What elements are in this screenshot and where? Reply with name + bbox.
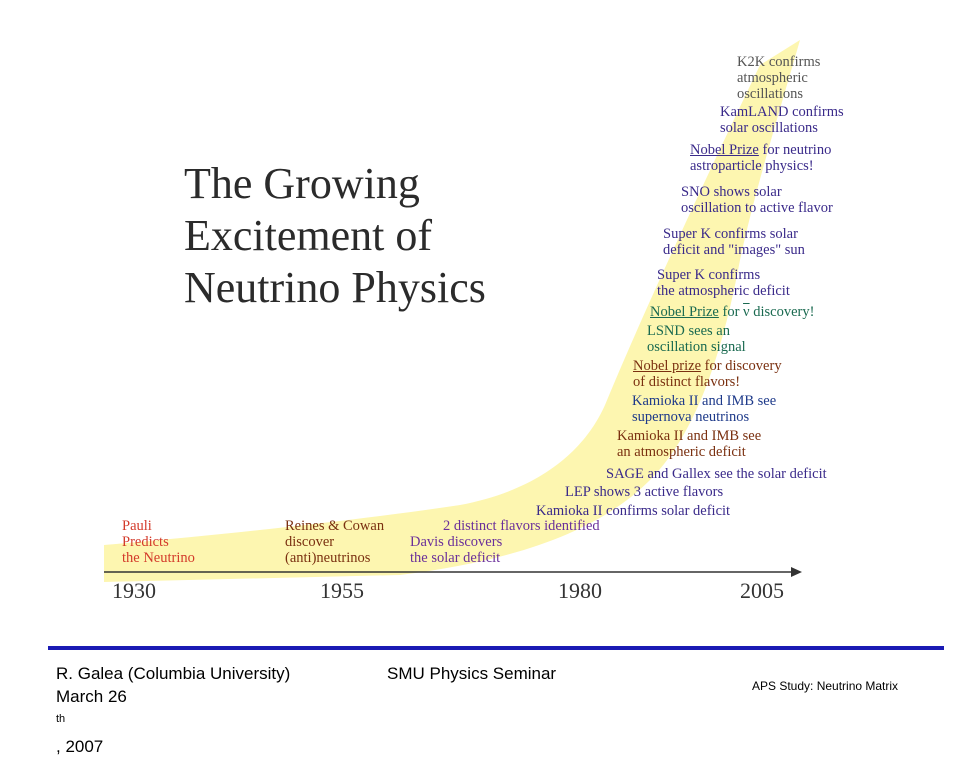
event-supernova: Kamioka II and IMB see supernova neutrin… <box>632 393 777 425</box>
year-label-1930: 1930 <box>112 578 156 603</box>
antineutrino-symbol: ν <box>743 304 750 320</box>
event-kamioka-solar: Kamioka II confirms solar deficit <box>536 503 731 519</box>
event-kamland: KamLAND confirms solar oscillations <box>720 104 844 136</box>
event-reines-cowan: Reines & Cowan discover (anti)neutrinos <box>285 518 385 566</box>
event-nobel-flavors: Nobel prize for discovery of distinct fl… <box>633 358 782 390</box>
footer-author-date: R. Galea (Columbia University) March 26 t… <box>56 662 290 758</box>
page-title: The Growing Excitement of Neutrino Physi… <box>184 158 486 314</box>
event-lep: LEP shows 3 active flavors <box>565 484 724 500</box>
event-sage-gallex: SAGE and Gallex see the solar deficit <box>606 466 827 482</box>
event-kamioka-atmospheric: Kamioka II and IMB see an atmospheric de… <box>617 428 762 460</box>
time-axis-arrow <box>791 567 802 577</box>
nobel-prize-link: Nobel Prize <box>650 304 719 320</box>
event-superk-atmospheric: Super K confirms the atmospheric deficit <box>657 267 790 299</box>
footer-seminar: SMU Physics Seminar <box>387 664 557 683</box>
title-line-1: The Growing <box>184 159 420 208</box>
nobel-prize-link: Nobel Prize <box>690 142 759 158</box>
year-label-2005: 2005 <box>740 578 784 603</box>
title-line-2: Excitement of <box>184 211 433 260</box>
timeline-graphic <box>104 40 802 582</box>
event-sno: SNO shows solar oscillation to active fl… <box>681 184 833 216</box>
footer-author: R. Galea (Columbia University) <box>56 664 291 683</box>
event-nobel-antineutrino: Nobel Prize for ν discovery! <box>650 304 815 320</box>
footer-rule <box>48 646 944 650</box>
year-label-1955: 1955 <box>320 578 364 603</box>
growth-curve-band <box>104 40 800 582</box>
title-line-3: Neutrino Physics <box>184 263 486 312</box>
event-k2k: K2K confirms atmospheric oscillations <box>737 54 821 102</box>
nobel-prize-link: Nobel prize <box>633 358 702 374</box>
footer-study: APS Study: Neutrino Matrix <box>752 679 899 693</box>
event-davis: Davis discovers the solar deficit <box>410 534 503 566</box>
event-nobel-astroparticle: Nobel Prize for neutrino astroparticle p… <box>690 142 832 174</box>
event-superk-solar: Super K confirms solar deficit and "imag… <box>663 226 805 258</box>
event-pauli: Pauli Predicts the Neutrino <box>122 518 195 566</box>
event-lsnd: LSND sees an oscillation signal <box>647 323 746 355</box>
event-two-flavors: 2 distinct flavors identified <box>443 518 600 534</box>
year-label-1980: 1980 <box>558 578 602 603</box>
